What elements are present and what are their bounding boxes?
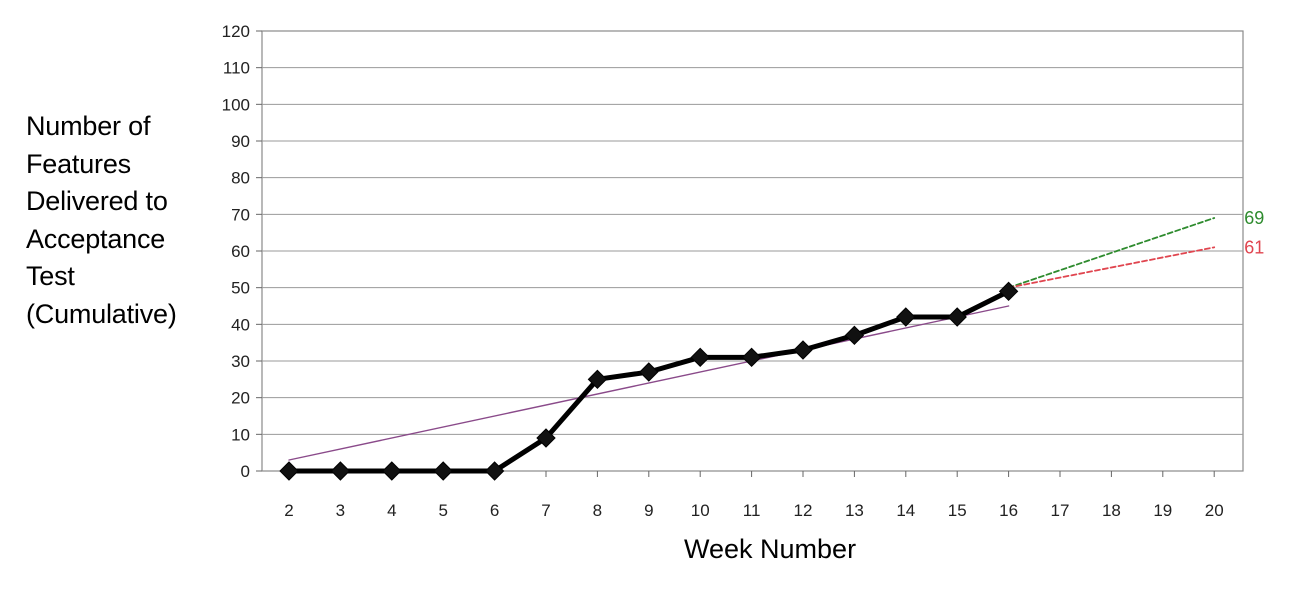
data-point-marker [330,461,351,481]
projection-end-label: 69 [1244,208,1264,228]
y-axis-title-line: Test [26,261,75,291]
y-axis-title-line: (Cumulative) [26,298,177,329]
data-point-marker [844,325,865,346]
x-tick-label: 20 [1205,501,1224,520]
x-tick-label: 14 [896,501,915,520]
x-tick-label: 7 [541,501,550,520]
x-tick-label: 6 [490,501,499,520]
y-tick-label: 90 [231,132,250,151]
x-tick-label: 8 [593,501,602,520]
y-tick-label: 70 [231,205,250,224]
y-tick-label: 120 [222,22,250,41]
projection-end-label: 61 [1244,237,1264,257]
x-tick-label: 16 [999,501,1018,520]
data-point-marker [639,362,659,382]
series-line-trend [288,305,1010,461]
y-tick-label: 20 [231,389,250,408]
x-tick-label: 2 [284,501,293,520]
y-axis-title: Number of Features Delivered to Acceptance T… [26,108,177,333]
y-tick-label: 10 [231,425,250,444]
series-line-projection-high [1007,217,1216,289]
y-axis-title-line: Delivered to [26,186,168,216]
y-axis-title-line: Features [26,148,131,179]
x-tick-label: 17 [1051,501,1070,520]
data-point-marker [587,369,608,390]
y-tick-label: 100 [222,95,250,114]
data-point-marker [998,281,1019,302]
data-point-marker [741,347,762,368]
y-axis-ticks: 0 10 20 30 40 50 60 70 80 90 100 110 120 [222,22,262,481]
data-point-marker [433,461,453,481]
y-tick-label: 60 [231,242,250,261]
data-point-marker [382,461,402,481]
x-tick-label: 13 [845,501,864,520]
y-tick-label: 30 [231,352,250,371]
y-axis-title-line: Acceptance [26,223,166,254]
x-axis-ticks: 2 3 4 5 6 7 8 9 10 11 12 13 14 15 16 17 18 19 20 [284,471,1224,520]
x-tick-label: 10 [691,501,710,520]
x-tick-label: 3 [336,501,345,520]
y-tick-label: 80 [231,169,250,188]
data-point-marker [947,307,967,327]
y-axis-title-line: Number of [26,111,151,141]
x-tick-label: 18 [1102,501,1121,520]
grid [261,30,1244,472]
y-tick-label: 110 [223,59,250,78]
x-tick-label: 19 [1153,501,1172,520]
x-tick-label: 5 [438,501,447,520]
data-point-marker [793,340,813,360]
data-point-marker [690,347,710,368]
x-tick-label: 4 [387,501,396,520]
x-tick-label: 15 [948,501,967,520]
x-tick-label: 9 [644,501,653,520]
series-group [279,217,1216,481]
data-point-marker [279,461,299,481]
y-tick-label: 50 [231,279,250,298]
data-point-marker [484,461,505,481]
data-point-marker [536,428,556,448]
data-point-marker [896,307,916,327]
x-axis-title: Week Number [684,534,857,564]
x-tick-label: 12 [794,501,813,520]
y-tick-label: 0 [241,462,250,481]
y-tick-label: 40 [231,315,250,334]
x-tick-label: 11 [743,501,761,520]
series-line-projection-low [1007,246,1216,289]
